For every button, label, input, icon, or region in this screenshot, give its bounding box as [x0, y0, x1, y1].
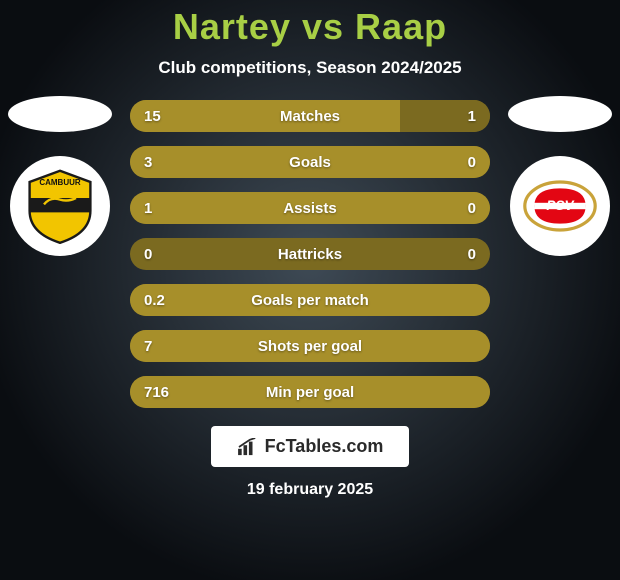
stat-label: Goals: [130, 146, 490, 178]
stat-label: Goals per match: [130, 284, 490, 316]
title-player-left: Nartey: [173, 6, 291, 47]
title-player-right: Raap: [355, 6, 447, 47]
right-column: PSV: [500, 100, 620, 256]
stat-value-left: 3: [144, 146, 152, 178]
stat-value-left: 1: [144, 192, 152, 224]
svg-text:PSV: PSV: [546, 198, 575, 213]
stat-bar: Matches15 1: [130, 100, 490, 132]
stat-label: Min per goal: [130, 376, 490, 408]
footer: FcTables.com 19 february 2025: [211, 426, 410, 499]
left-column: CAMBUUR: [0, 100, 120, 256]
subtitle: Club competitions, Season 2024/2025: [158, 58, 461, 78]
brand-text: FcTables.com: [265, 436, 384, 457]
right-club-logo: PSV: [510, 156, 610, 256]
footer-date: 19 february 2025: [247, 481, 373, 499]
stat-bar: Min per goal716: [130, 376, 490, 408]
svg-text:CAMBUUR: CAMBUUR: [39, 178, 81, 187]
stat-bar: Hattricks0 0: [130, 238, 490, 270]
right-flag-ellipse: [508, 96, 612, 132]
stat-bar: Assists1 0: [130, 192, 490, 224]
psv-logo-icon: PSV: [520, 166, 600, 246]
page-title: Nartey vs Raap: [173, 6, 447, 48]
stat-label: Hattricks: [130, 238, 490, 270]
stat-value-right: 0: [468, 238, 476, 270]
stat-value-left: 7: [144, 330, 152, 362]
cambuur-logo-icon: CAMBUUR: [20, 166, 100, 246]
stat-value-left: 15: [144, 100, 161, 132]
title-vs: vs: [302, 6, 344, 47]
stat-value-left: 716: [144, 376, 169, 408]
stat-value-right: 1: [468, 100, 476, 132]
stat-value-right: 0: [468, 192, 476, 224]
main-container: Nartey vs Raap Club competitions, Season…: [0, 0, 620, 580]
brand-box: FcTables.com: [211, 426, 410, 467]
left-flag-ellipse: [8, 96, 112, 132]
left-club-logo: CAMBUUR: [10, 156, 110, 256]
stat-value-left: 0.2: [144, 284, 165, 316]
stat-label: Assists: [130, 192, 490, 224]
stat-value-right: 0: [468, 146, 476, 178]
stat-bar: Goals per match0.2: [130, 284, 490, 316]
stat-bar: Shots per goal7: [130, 330, 490, 362]
stat-value-left: 0: [144, 238, 152, 270]
content-row: CAMBUUR Matches151Goals30Assists10Hattri…: [0, 100, 620, 408]
stat-bar: Goals3 0: [130, 146, 490, 178]
chart-icon: [237, 438, 259, 456]
stat-label: Shots per goal: [130, 330, 490, 362]
stats-column: Matches151Goals30Assists10Hattricks00Goa…: [130, 100, 490, 408]
stat-label: Matches: [130, 100, 490, 132]
